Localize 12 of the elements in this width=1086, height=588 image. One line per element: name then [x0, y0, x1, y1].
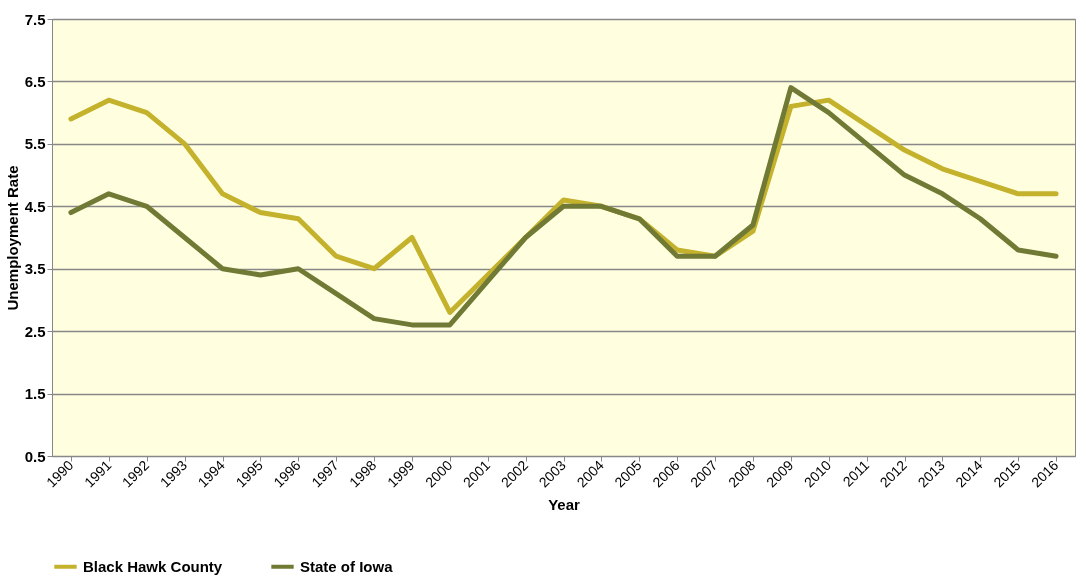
y-axis-title: Unemployment Rate [3, 165, 21, 311]
x-axis-title: Year [548, 496, 581, 514]
y-tick-label: 4.5 [24, 197, 46, 215]
y-tick-label: 0.5 [24, 447, 46, 465]
legend-label: State of Iowa [300, 557, 394, 575]
y-tick-label: 7.5 [24, 10, 46, 28]
y-tick-label: 3.5 [24, 260, 46, 278]
legend-label: Black Hawk County [83, 557, 223, 575]
y-tick-label: 2.5 [24, 322, 46, 340]
y-tick-label: 1.5 [24, 385, 46, 403]
y-tick-label: 5.5 [24, 135, 46, 153]
y-tick-label: 6.5 [24, 72, 46, 90]
